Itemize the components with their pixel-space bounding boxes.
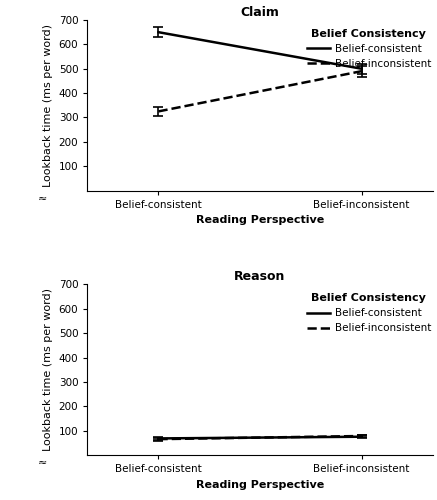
Y-axis label: Lookback time (ms per word): Lookback time (ms per word)	[43, 24, 53, 187]
Legend: Belief-consistent, Belief-inconsistent: Belief-consistent, Belief-inconsistent	[307, 28, 431, 69]
Text: $\approx$: $\approx$	[35, 192, 47, 202]
Text: $\approx$: $\approx$	[35, 457, 47, 467]
Legend: Belief-consistent, Belief-inconsistent: Belief-consistent, Belief-inconsistent	[307, 293, 431, 334]
X-axis label: Reading Perspective: Reading Perspective	[196, 215, 324, 225]
X-axis label: Reading Perspective: Reading Perspective	[196, 480, 324, 490]
Title: Claim: Claim	[241, 6, 279, 19]
Title: Reason: Reason	[234, 270, 286, 283]
Y-axis label: Lookback time (ms per word): Lookback time (ms per word)	[43, 288, 53, 451]
